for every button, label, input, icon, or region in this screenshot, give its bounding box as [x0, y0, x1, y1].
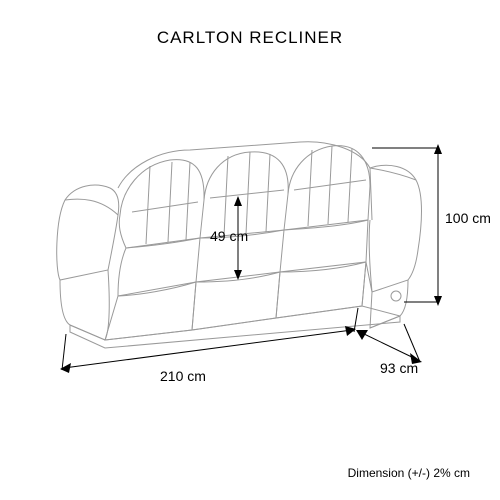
label-seat-height: 49 cm — [210, 228, 248, 244]
diagram-stage — [0, 70, 500, 440]
label-depth: 93 cm — [380, 360, 418, 376]
tolerance-footnote: Dimension (+/-) 2% cm — [348, 466, 470, 480]
label-height: 100 cm — [445, 210, 491, 226]
recliner-diagram — [0, 70, 500, 440]
label-width: 210 cm — [160, 368, 206, 384]
product-title: CARLTON RECLINER — [0, 28, 500, 48]
